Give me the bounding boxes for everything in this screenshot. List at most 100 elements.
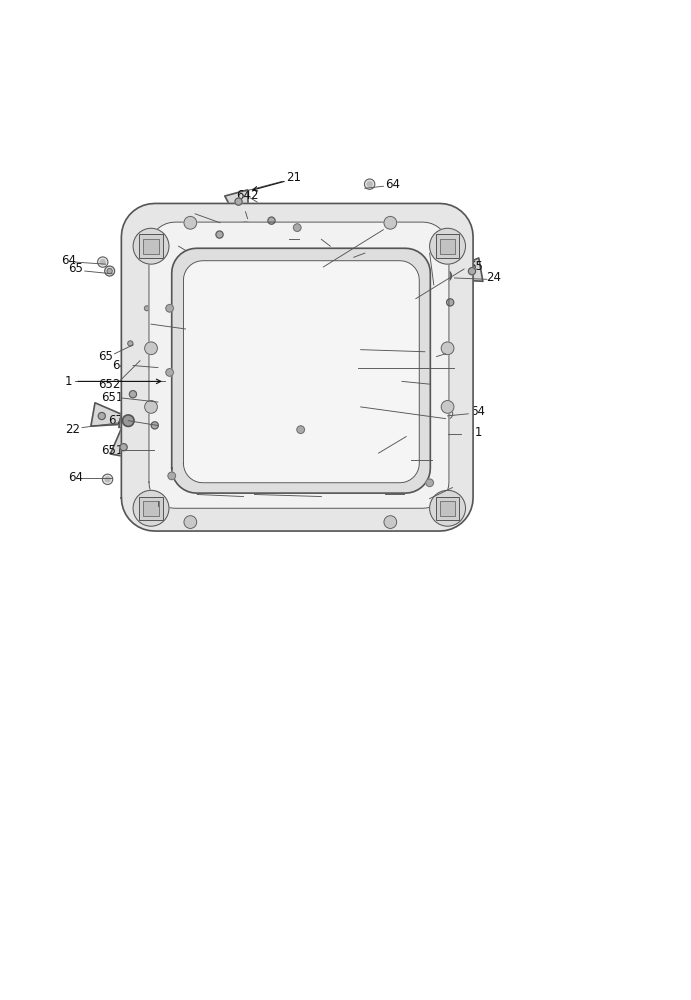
Circle shape [146, 363, 155, 372]
Polygon shape [372, 327, 423, 425]
Circle shape [426, 479, 433, 487]
Circle shape [384, 216, 397, 229]
Circle shape [249, 250, 256, 257]
Text: 642: 642 [450, 478, 473, 491]
Text: 651: 651 [223, 492, 245, 505]
Polygon shape [122, 203, 473, 531]
Circle shape [105, 477, 110, 482]
Circle shape [184, 516, 197, 528]
Circle shape [128, 341, 133, 346]
Polygon shape [91, 403, 129, 426]
Circle shape [390, 248, 395, 253]
Circle shape [445, 411, 450, 416]
Polygon shape [388, 455, 412, 492]
Circle shape [355, 406, 361, 412]
Polygon shape [361, 447, 397, 470]
Circle shape [394, 372, 401, 380]
Circle shape [439, 270, 451, 282]
Circle shape [442, 342, 454, 355]
Circle shape [100, 260, 105, 265]
Circle shape [437, 246, 444, 253]
Circle shape [415, 277, 423, 284]
Circle shape [410, 294, 419, 304]
Circle shape [420, 449, 428, 456]
Circle shape [406, 405, 413, 412]
Polygon shape [123, 383, 146, 421]
Polygon shape [436, 266, 455, 285]
Circle shape [321, 265, 326, 270]
Circle shape [468, 268, 475, 275]
Text: 1: 1 [64, 375, 72, 388]
Circle shape [353, 402, 363, 412]
Circle shape [125, 338, 135, 348]
Circle shape [133, 490, 169, 526]
Circle shape [442, 409, 453, 419]
Circle shape [314, 247, 321, 253]
Circle shape [355, 404, 360, 409]
Text: 65: 65 [98, 350, 113, 363]
Circle shape [235, 198, 242, 205]
Circle shape [240, 222, 252, 233]
Circle shape [353, 344, 358, 349]
Circle shape [199, 361, 205, 367]
Text: 672: 672 [319, 490, 341, 503]
Circle shape [297, 426, 305, 433]
Text: 65: 65 [457, 359, 471, 372]
Text: 65: 65 [388, 219, 403, 232]
Circle shape [364, 179, 375, 189]
Text: 652: 652 [414, 244, 436, 257]
Text: 672: 672 [108, 414, 131, 427]
Circle shape [133, 228, 169, 264]
Bar [436, 497, 460, 520]
Circle shape [120, 444, 127, 451]
Circle shape [216, 231, 223, 238]
Polygon shape [428, 239, 451, 276]
Circle shape [105, 266, 115, 276]
Polygon shape [149, 222, 449, 508]
Text: 64: 64 [68, 471, 83, 484]
Bar [436, 234, 460, 258]
Circle shape [312, 246, 321, 255]
Circle shape [391, 425, 399, 432]
Text: 652: 652 [402, 426, 424, 439]
Polygon shape [183, 261, 419, 483]
Circle shape [323, 362, 333, 372]
Circle shape [388, 246, 397, 255]
Polygon shape [225, 190, 249, 228]
Bar [140, 497, 163, 520]
Circle shape [184, 324, 197, 338]
Circle shape [384, 516, 397, 528]
Text: 651: 651 [402, 488, 424, 501]
Circle shape [98, 412, 105, 420]
Polygon shape [382, 418, 406, 455]
Circle shape [430, 228, 466, 264]
Text: 652: 652 [174, 205, 197, 218]
Text: 65: 65 [447, 409, 462, 422]
Bar [143, 501, 159, 516]
Text: 651: 651 [101, 391, 124, 404]
Text: 651: 651 [101, 444, 124, 457]
Bar [140, 234, 163, 258]
Polygon shape [172, 248, 430, 493]
Circle shape [384, 247, 390, 253]
Circle shape [349, 247, 356, 254]
Circle shape [412, 296, 417, 301]
Circle shape [294, 224, 301, 231]
Text: 652: 652 [301, 230, 323, 243]
Text: 33: 33 [364, 244, 379, 257]
Text: 64: 64 [385, 178, 400, 191]
Text: 11: 11 [164, 237, 179, 250]
Text: 23: 23 [433, 451, 448, 464]
Polygon shape [445, 258, 483, 281]
Bar [439, 501, 455, 516]
Text: 64: 64 [61, 254, 76, 267]
Circle shape [396, 478, 403, 486]
Circle shape [144, 342, 158, 355]
Circle shape [184, 216, 197, 229]
Circle shape [129, 391, 137, 398]
Polygon shape [397, 440, 434, 464]
Circle shape [97, 257, 108, 267]
Polygon shape [111, 420, 133, 458]
Text: 31: 31 [131, 316, 146, 329]
Circle shape [176, 295, 182, 301]
